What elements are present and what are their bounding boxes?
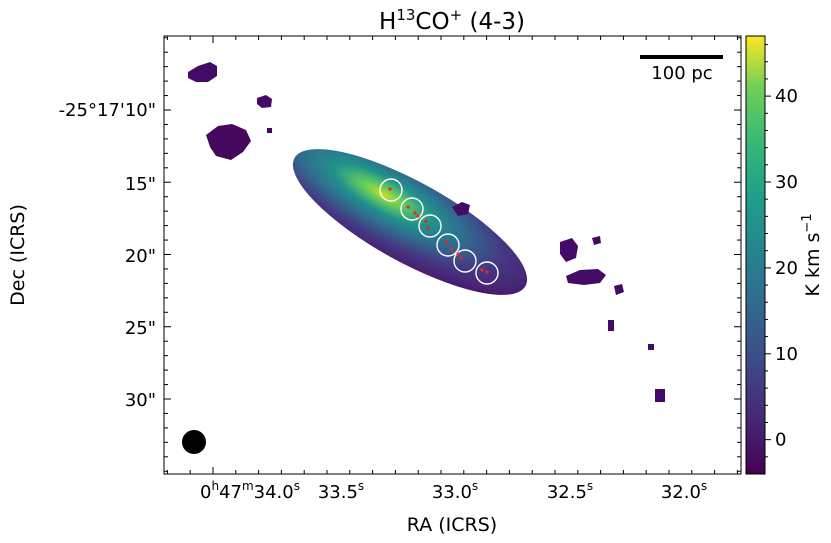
colorbar-tick-label: 40 bbox=[775, 86, 798, 107]
y-tick-label: 20" bbox=[125, 246, 156, 267]
main-emission bbox=[292, 149, 528, 295]
x-tick-label: 0h47m34.0s bbox=[200, 479, 300, 503]
emission-patch bbox=[566, 269, 606, 285]
y-axis-title: Dec (ICRS) bbox=[7, 204, 29, 306]
emission-patch bbox=[592, 236, 601, 245]
emission-patch bbox=[648, 344, 654, 350]
region-circle bbox=[436, 233, 460, 257]
y-tick-labels: -25°17'10" 15" 20" 25" 30" bbox=[59, 100, 156, 411]
emission-patch bbox=[267, 128, 272, 133]
axis-ticks bbox=[164, 36, 741, 474]
colorbar-tick-label: 20 bbox=[775, 258, 798, 279]
emission-patch bbox=[608, 320, 614, 331]
source-marker bbox=[424, 219, 428, 223]
source-marker bbox=[413, 211, 417, 215]
colorbar-tick-label: 30 bbox=[775, 172, 798, 193]
y-tick-label: 25" bbox=[125, 318, 156, 339]
source-marker bbox=[426, 226, 430, 230]
source-marker bbox=[485, 270, 489, 274]
emission-map bbox=[188, 62, 665, 402]
source-marker bbox=[459, 256, 463, 260]
source-marker bbox=[388, 187, 392, 191]
source-marker bbox=[444, 240, 448, 244]
colorbar-tick-label: 10 bbox=[775, 344, 798, 365]
colorbar-tick-label: 0 bbox=[775, 430, 786, 451]
source-marker bbox=[456, 252, 460, 256]
y-tick-label: 30" bbox=[125, 390, 156, 411]
source-markers bbox=[388, 187, 489, 274]
beam-ellipse bbox=[182, 430, 206, 454]
emission-patch bbox=[206, 124, 251, 160]
x-tick-label: 33.5s bbox=[318, 479, 364, 503]
emission-patch bbox=[452, 202, 470, 216]
colorbar-ticks: 0 10 20 30 40 bbox=[765, 44, 798, 458]
y-tick-label: 15" bbox=[125, 174, 156, 195]
x-tick-label: 33.0s bbox=[432, 479, 478, 503]
x-tick-labels: 0h47m34.0s 33.5s 33.0s 32.5s 32.0s bbox=[200, 479, 707, 503]
emission-patch bbox=[560, 238, 578, 262]
emission-patch bbox=[655, 389, 665, 402]
emission-patch bbox=[614, 284, 624, 295]
source-marker bbox=[406, 205, 410, 209]
region-circle bbox=[418, 214, 442, 238]
region-circle bbox=[475, 261, 499, 285]
colorbar bbox=[745, 35, 766, 475]
source-marker bbox=[416, 214, 420, 218]
x-tick-label: 32.5s bbox=[547, 479, 593, 503]
chart-title: H13CO+ (4-3) bbox=[379, 6, 525, 35]
emission-patch bbox=[257, 95, 272, 108]
y-tick-label: -25°17'10" bbox=[59, 100, 156, 121]
colorbar-label: K km s−1 bbox=[800, 213, 824, 296]
source-marker bbox=[450, 247, 454, 251]
scale-bar-label: 100 pc bbox=[651, 63, 712, 84]
region-circle bbox=[453, 249, 477, 273]
x-axis-title: RA (ICRS) bbox=[407, 514, 497, 536]
region-circle bbox=[400, 197, 424, 221]
source-marker bbox=[480, 268, 484, 272]
emission-patch bbox=[188, 62, 217, 82]
region-circles bbox=[379, 178, 499, 285]
x-tick-label: 32.0s bbox=[661, 479, 707, 503]
region-circle bbox=[379, 178, 403, 202]
